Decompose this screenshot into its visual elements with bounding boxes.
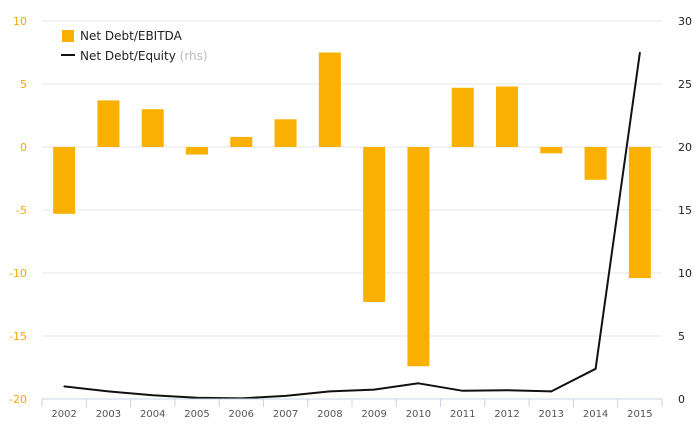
right-tick-label: 15	[678, 204, 692, 217]
bar-2004	[141, 109, 164, 147]
right-tick-label: 25	[678, 78, 692, 91]
line-point-2012	[506, 389, 508, 391]
x-tick-label-2006: 2006	[229, 409, 254, 420]
left-tick-label: -5	[16, 204, 27, 217]
bar-2012	[496, 86, 518, 147]
x-tick-label-2011: 2011	[450, 409, 475, 420]
right-tick-label: 5	[678, 330, 685, 343]
x-tick-label-2010: 2010	[406, 409, 431, 420]
x-tick-label-2009: 2009	[361, 409, 386, 420]
left-axis: 10 5 0 -5 -10 -15 -20	[9, 15, 27, 406]
line-point-2004	[151, 394, 154, 397]
line-point-2013	[550, 390, 553, 393]
line-point-2009	[373, 388, 375, 391]
legend-rhs-note: (rhs)	[180, 49, 208, 63]
bar-series-net-debt-ebitda	[53, 52, 651, 367]
right-axis: 30 25 20 15 10 5 0	[678, 15, 692, 406]
x-tick-label-2005: 2005	[184, 409, 209, 420]
bar-2011	[451, 87, 474, 147]
x-tick-label-2008: 2008	[317, 409, 342, 420]
bar-2003	[97, 100, 120, 147]
line-series-net-debt-equity	[63, 51, 641, 400]
bar-2009	[363, 147, 386, 302]
x-tick-label-2003: 2003	[96, 409, 121, 420]
line-point-2002	[63, 385, 65, 388]
line-point-2007	[284, 395, 287, 397]
bar-2006	[230, 136, 253, 147]
left-tick-label: 0	[20, 141, 27, 154]
right-tick-label: 30	[678, 15, 692, 28]
bar-2008	[318, 52, 341, 147]
right-tick-label: 10	[678, 267, 692, 280]
line-point-2005	[196, 396, 198, 399]
left-tick-label: -10	[9, 267, 27, 280]
x-tick-label-2002: 2002	[51, 409, 76, 420]
left-tick-label: 5	[20, 78, 27, 91]
x-tick-label-2015: 2015	[627, 409, 652, 420]
bar-2007	[274, 119, 297, 147]
left-tick-label: -15	[9, 330, 27, 343]
bar-2013	[540, 147, 563, 154]
line-point-2003	[107, 390, 110, 393]
legend: Net Debt/EBITDA Net Debt/Equity (rhs)	[61, 29, 208, 63]
bar-2015	[628, 147, 651, 279]
line-point-2014	[594, 367, 597, 370]
legend-label-net-debt-ebitda: Net Debt/EBITDA	[80, 29, 183, 43]
left-tick-label: -20	[9, 393, 27, 406]
bar-2010	[407, 147, 430, 367]
line-point-2008	[329, 390, 331, 393]
x-tick-label-2012: 2012	[494, 409, 519, 420]
x-tick-label-2007: 2007	[273, 409, 298, 420]
x-tick-label-2014: 2014	[583, 409, 608, 420]
gridlines	[42, 20, 662, 337]
x-tick-label-2004: 2004	[140, 409, 165, 420]
line-point-2010	[417, 382, 420, 385]
right-tick-label: 20	[678, 141, 692, 154]
line-net-debt-equity	[63, 52, 641, 400]
line-point-2011	[461, 390, 464, 392]
legend-swatch-net-debt-ebitda	[62, 30, 74, 42]
line-point-2015	[639, 51, 641, 54]
bar-2002	[53, 147, 76, 214]
legend-label-net-debt-equity: Net Debt/Equity (rhs)	[80, 49, 208, 63]
left-tick-label: 10	[13, 15, 27, 28]
bar-2014	[584, 147, 607, 180]
x-tick-label-2013: 2013	[539, 409, 564, 420]
x-axis: 2002 2003 2004 2005 2006 2007 2008 2009 2010 2011…	[41, 398, 663, 420]
right-tick-label: 0	[678, 393, 685, 406]
bar-2005	[186, 147, 208, 155]
